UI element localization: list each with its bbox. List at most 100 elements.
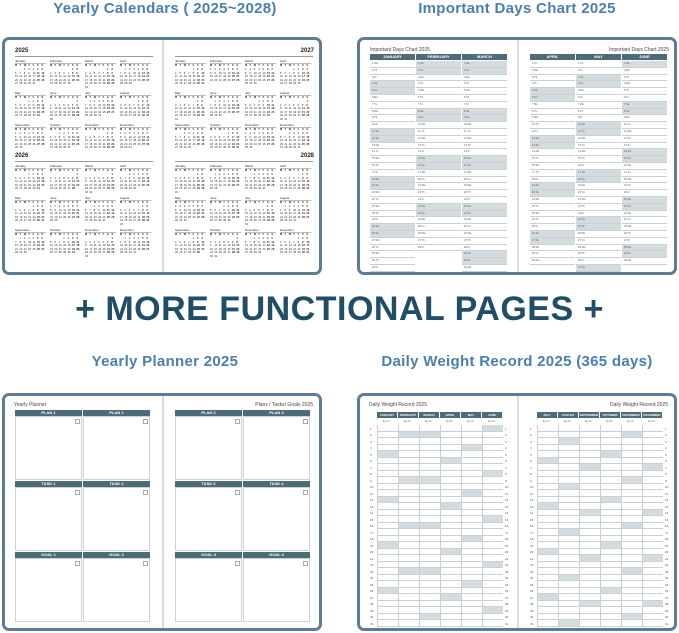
checkbox[interactable] xyxy=(235,419,240,424)
checkbox[interactable] xyxy=(143,419,148,424)
mini-month: May M T W T F S S 1 2 3 4 5 6 7 8 9 10 11 12 13 14 15 16 17 18 19 2… xyxy=(15,91,47,121)
day: 13 xyxy=(249,107,253,111)
checkbox[interactable] xyxy=(75,561,80,566)
weekday: M xyxy=(175,168,178,172)
day: 28 xyxy=(133,114,137,118)
weight-cell xyxy=(419,425,440,432)
mini-month: June M T W T F S S 1 2 3 4 5 6 7 8 9 10 11 12 13 14 15 16 17 18 19… xyxy=(210,196,242,226)
checkbox[interactable] xyxy=(75,419,80,424)
day: 4 xyxy=(124,208,126,212)
day: 8 xyxy=(214,176,216,180)
weight-cell xyxy=(482,470,503,477)
day: 21 xyxy=(72,110,75,114)
day: 24 xyxy=(280,187,283,191)
day: 29 xyxy=(284,219,288,223)
day-number: 12 xyxy=(665,498,669,502)
weekday: W xyxy=(183,127,187,131)
day: 8 xyxy=(197,103,199,107)
weekday: F xyxy=(297,95,300,99)
day: 23 xyxy=(146,215,150,219)
day: 24 xyxy=(133,247,137,251)
weight-cell xyxy=(621,535,642,542)
weekday: M xyxy=(50,232,53,236)
day: 19 xyxy=(142,75,145,79)
weight-cell xyxy=(579,438,600,445)
day: 25 xyxy=(175,82,178,86)
weight-cell xyxy=(461,529,482,536)
weight-cell xyxy=(482,431,503,438)
day: 15 xyxy=(258,107,262,111)
day: 24 xyxy=(245,219,248,223)
checkbox[interactable] xyxy=(303,419,308,424)
day: 27 xyxy=(197,215,200,219)
weekday: F xyxy=(102,127,105,131)
day-number: 18 xyxy=(370,537,374,541)
checkbox[interactable] xyxy=(235,490,240,495)
day: 19 xyxy=(306,139,310,143)
day: 7 xyxy=(188,240,190,244)
weight-cell xyxy=(461,457,482,464)
checkbox[interactable] xyxy=(303,561,308,566)
day: 23 xyxy=(93,110,97,114)
day: 17 xyxy=(72,244,75,248)
checkbox[interactable] xyxy=(143,561,148,566)
day: 17 xyxy=(253,139,257,143)
day-row: 2 Fr xyxy=(576,68,621,75)
weekday: S xyxy=(267,200,269,204)
weekday: M xyxy=(175,127,178,131)
empty-cell xyxy=(622,265,667,272)
day: 9 xyxy=(128,240,131,244)
divider xyxy=(50,200,81,201)
day-number: 14 xyxy=(530,511,534,515)
day: 19 xyxy=(50,247,53,251)
divider xyxy=(210,200,241,201)
day: 7 xyxy=(249,176,251,180)
day: 17 xyxy=(293,212,297,216)
weekday: S xyxy=(197,95,199,99)
weight-cell xyxy=(398,594,419,601)
checkbox[interactable] xyxy=(75,490,80,495)
day: 31 xyxy=(236,146,240,150)
day: 17 xyxy=(236,139,240,143)
day: 5 xyxy=(245,103,247,107)
month-header: NOVEMBER xyxy=(621,412,641,418)
day: 4 xyxy=(249,208,251,212)
checkbox[interactable] xyxy=(143,490,148,495)
day: 8 xyxy=(227,135,230,139)
checkbox[interactable] xyxy=(303,490,308,495)
weekday: W xyxy=(58,200,62,204)
weight-cell xyxy=(482,444,503,451)
weight-cell xyxy=(642,620,663,627)
weekday: F xyxy=(227,63,230,67)
day-number: 10 xyxy=(665,485,669,489)
day: 1 xyxy=(76,173,78,176)
day: 30 xyxy=(19,146,23,150)
day-number: 28 xyxy=(370,602,374,606)
day: 26 xyxy=(15,114,18,118)
day-row: 3 Tu xyxy=(622,75,667,82)
weekday: S xyxy=(37,232,39,236)
weight-cell xyxy=(377,555,398,562)
weight-cell xyxy=(419,470,440,477)
weight-cell xyxy=(537,451,558,458)
day: 4 xyxy=(72,132,74,135)
weekday: S xyxy=(142,95,144,99)
day: 22 xyxy=(19,247,23,251)
day-row: 1 Su xyxy=(622,61,667,68)
day: 26 xyxy=(67,215,71,219)
weekday: W xyxy=(218,63,222,67)
day: 25 xyxy=(37,78,40,82)
day-number: 23 xyxy=(505,569,509,574)
day-row: 15 Sa xyxy=(416,156,461,163)
day: 30 xyxy=(188,146,192,150)
checkbox[interactable] xyxy=(235,561,240,566)
month-name: June xyxy=(210,196,217,200)
day-row: 23 Mo xyxy=(622,211,667,218)
weight-cell xyxy=(579,548,600,555)
day: 22 xyxy=(253,183,257,187)
day-number: 16 xyxy=(505,524,509,528)
day: 20 xyxy=(41,244,45,248)
day-row: 30 Fr xyxy=(576,258,621,265)
day: 11 xyxy=(120,107,123,111)
weekday: W xyxy=(93,200,97,204)
